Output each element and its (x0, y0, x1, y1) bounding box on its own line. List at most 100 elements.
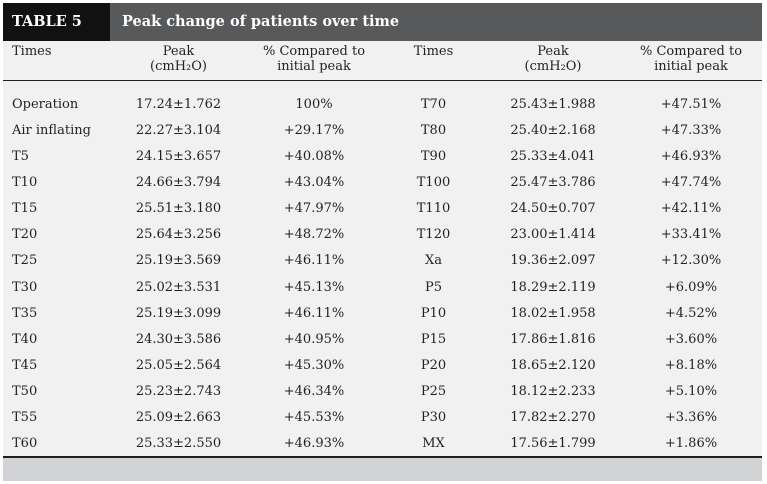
cell-time-left: T5 (12, 148, 29, 164)
cell-time-left: T25 (12, 253, 38, 269)
table-row: T25 25.19±3.569 +46.11% Xa 19.36±2.097 +12.30… (3, 248, 762, 274)
cell-peak-left: 25.51±3.180 (135, 201, 222, 217)
cell-peak-right: 17.86±1.816 (510, 331, 596, 347)
cell-peak-right: 18.65±2.120 (510, 357, 596, 373)
cell-time-right: T100 (416, 174, 451, 190)
table-row: T50 25.23±2.743 +46.34% P25 18.12±2.233 +5.10… (3, 379, 762, 405)
cell-time-left: T45 (12, 357, 38, 373)
cell-time-left: T10 (12, 174, 38, 190)
cell-time-right: P25 (420, 384, 447, 400)
header-row: Times Peak (cmH₂O) % Compared to initial p… (3, 41, 762, 81)
table-row: T20 25.64±3.256 +48.72% T120 23.00±1.414 +33.… (3, 222, 762, 248)
header-peak-line2: (cmH₂O) (524, 59, 582, 74)
header-pct-left: % Compared to initial peak (247, 41, 381, 81)
table-row: T40 24.30±3.586 +40.95% P15 17.86±1.816 +3.60… (3, 326, 762, 352)
header-peak-left: Peak (cmH₂O) (110, 41, 247, 81)
cell-pct-left: +48.72% (283, 227, 345, 243)
table-row: T35 25.19±3.099 +46.11% P10 18.02±1.958 +4.52… (3, 300, 762, 326)
cell-time-right: T120 (416, 227, 451, 243)
header-pct-line2: initial peak (654, 59, 728, 74)
cell-time-right: P15 (420, 331, 447, 347)
cell-pct-right: +46.93% (660, 148, 722, 164)
cell-pct-right: +3.60% (664, 331, 718, 347)
cell-peak-right: 24.50±0.707 (510, 201, 596, 217)
cell-time-right: T80 (420, 122, 447, 138)
table-row: T10 24.66±3.794 +43.04% T100 25.47±3.786 +47.… (3, 169, 762, 195)
table-row: T15 25.51±3.180 +47.97% T110 24.50±0.707 +42.… (3, 196, 762, 222)
cell-time-left: Air inflating (12, 122, 91, 138)
table-row: Air inflating 22.27±3.104 +29.17% T80 25.40±… (3, 117, 762, 143)
cell-pct-left: +40.08% (283, 148, 345, 164)
cell-pct-right: +6.09% (664, 279, 718, 295)
cell-peak-right: 18.12±2.233 (510, 384, 596, 400)
cell-peak-left: 25.19±3.569 (135, 253, 222, 269)
cell-pct-right: +47.74% (660, 174, 722, 190)
cell-peak-left: 25.09±2.663 (135, 410, 222, 426)
cell-pct-left: +46.11% (283, 253, 345, 269)
header-pct-line1: % Compared to (262, 44, 366, 59)
header-peak-line2: (cmH₂O) (150, 59, 207, 74)
cell-pct-left: +45.53% (283, 410, 345, 426)
cell-pct-left: +46.11% (283, 305, 345, 321)
cell-pct-right: +1.86% (664, 436, 718, 452)
header-pct-line1: % Compared to (639, 44, 743, 59)
cell-time-left: T40 (12, 331, 38, 347)
header-pct-right: % Compared to initial peak (620, 41, 762, 81)
cell-peak-left: 25.02±3.531 (135, 279, 222, 295)
cell-time-left: T30 (12, 279, 38, 295)
table-row: T30 25.02±3.531 +45.13% P5 18.29±2.119 +6.09% (3, 274, 762, 300)
header-peak-line1: Peak (162, 44, 195, 59)
header-peak-line1: Peak (537, 44, 569, 59)
cell-peak-right: 25.47±3.786 (510, 174, 596, 190)
cell-peak-right: 25.43±1.988 (510, 96, 596, 112)
cell-time-right: P5 (424, 279, 443, 295)
cell-pct-left: +43.04% (283, 174, 345, 190)
cell-pct-left: +46.93% (283, 436, 345, 452)
cell-pct-left: +45.13% (283, 279, 345, 295)
table-number-label: TABLE 5 (3, 3, 110, 41)
cell-time-left: T55 (12, 410, 38, 426)
cell-time-right: P20 (420, 357, 447, 373)
cell-time-right: P10 (420, 305, 447, 321)
cell-pct-left: +46.34% (283, 384, 345, 400)
cell-peak-right: 18.29±2.119 (510, 279, 596, 295)
cell-peak-right: 23.00±1.414 (510, 227, 596, 243)
cell-time-left: Operation (12, 96, 79, 112)
cell-pct-left: +47.97% (283, 201, 345, 217)
header-times-left: Times (3, 41, 110, 81)
cell-peak-right: 17.56±1.799 (510, 436, 596, 452)
header-peak-right: Peak (cmH₂O) (486, 41, 620, 81)
cell-time-right: MX (422, 436, 445, 452)
table-row: T45 25.05±2.564 +45.30% P20 18.65±2.120 +8.18… (3, 352, 762, 378)
cell-pct-right: +33.41% (660, 227, 722, 243)
cell-pct-right: +47.51% (660, 96, 722, 112)
cell-peak-right: 25.33±4.041 (510, 148, 596, 164)
cell-time-right: Xa (424, 253, 442, 269)
cell-peak-left: 25.23±2.743 (135, 384, 222, 400)
table-bottom-rule (3, 456, 762, 458)
cell-pct-right: +8.18% (664, 357, 718, 373)
cell-pct-right: +3.36% (664, 410, 718, 426)
cell-pct-right: +12.30% (660, 253, 722, 269)
cell-peak-left: 25.64±3.256 (135, 227, 222, 243)
table-title: Peak change of patients over time (122, 13, 400, 30)
table-row: T60 25.33±2.550 +46.93% MX 17.56±1.799 +1.86% (3, 431, 762, 457)
cell-peak-left: 17.24±1.762 (135, 96, 222, 112)
table-body-area: Times Peak (cmH₂O) % Compared to initial p… (3, 41, 762, 457)
cell-time-right: T70 (420, 96, 447, 112)
cell-time-left: T35 (12, 305, 38, 321)
cell-peak-left: 24.30±3.586 (135, 331, 222, 347)
cell-peak-left: 25.05±2.564 (135, 357, 222, 373)
cell-peak-right: 18.02±1.958 (510, 305, 596, 321)
cell-time-right: P30 (420, 410, 447, 426)
peak-change-table: Times Peak (cmH₂O) % Compared to initial p… (3, 41, 762, 457)
table-footer-bar (3, 458, 762, 481)
cell-time-left: T15 (12, 201, 38, 217)
cell-peak-left: 24.15±3.657 (135, 148, 222, 164)
header-pct-line2: initial peak (277, 59, 351, 74)
cell-peak-right: 19.36±2.097 (510, 253, 596, 269)
cell-peak-left: 22.27±3.104 (135, 122, 222, 138)
cell-time-right: T110 (416, 201, 451, 217)
cell-peak-left: 25.33±2.550 (135, 436, 222, 452)
cell-time-left: T60 (12, 436, 38, 452)
